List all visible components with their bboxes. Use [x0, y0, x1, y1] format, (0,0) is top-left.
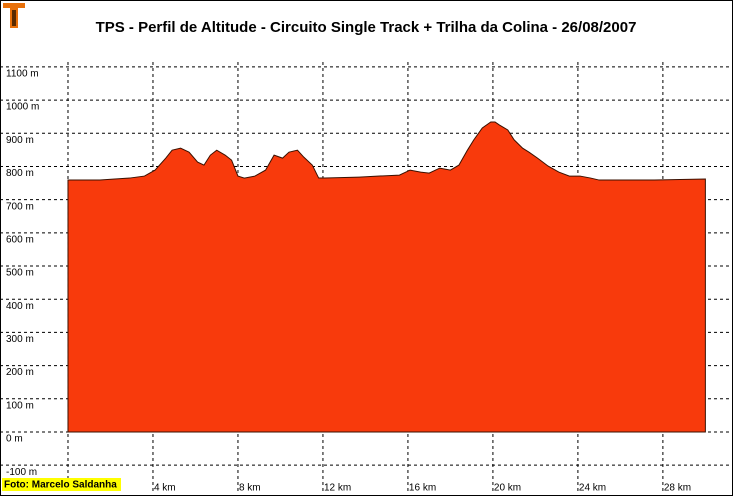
x-tick-label: 12 km: [324, 483, 351, 494]
annotation: Foto: Marcelo Saldanha: [4, 480, 117, 491]
y-tick-label: -100 m: [6, 467, 37, 478]
annotation-box: [2, 478, 121, 491]
y-tick-label: 200 m: [6, 367, 34, 378]
y-tick-label: 600 m: [6, 234, 34, 245]
x-tick-label: 16 km: [409, 483, 436, 494]
chart-title: TPS - Perfil de Altitude - Circuito Sing…: [96, 19, 637, 36]
x-tick-label: 20 km: [494, 483, 521, 494]
elevation-area: [67, 121, 706, 433]
plot: [67, 121, 706, 433]
y-tick-label: 0 m: [6, 434, 23, 445]
x-tick-label: 8 km: [239, 483, 261, 494]
y-tick-label: 800 m: [6, 168, 34, 179]
y-tick-label: 900 m: [6, 135, 34, 146]
x-tick-label: 4 km: [154, 483, 176, 494]
y-tick-label: 1100 m: [6, 69, 39, 80]
labels: -100 m 0 m 100 m 200 m 300 m 400 m 500 m 600 m 7…: [6, 69, 691, 494]
x-tick-label: 28 km: [664, 483, 691, 494]
y-tick-label: 100 m: [6, 400, 34, 411]
x-tick-label: 24 km: [579, 483, 606, 494]
y-tick-label: 400 m: [6, 301, 34, 312]
y-tick-label: 1000 m: [6, 102, 39, 113]
logo: [3, 3, 25, 28]
y-tick-label: 500 m: [6, 268, 34, 279]
y-tick-label: 300 m: [6, 334, 34, 345]
y-tick-label: 700 m: [6, 201, 34, 212]
